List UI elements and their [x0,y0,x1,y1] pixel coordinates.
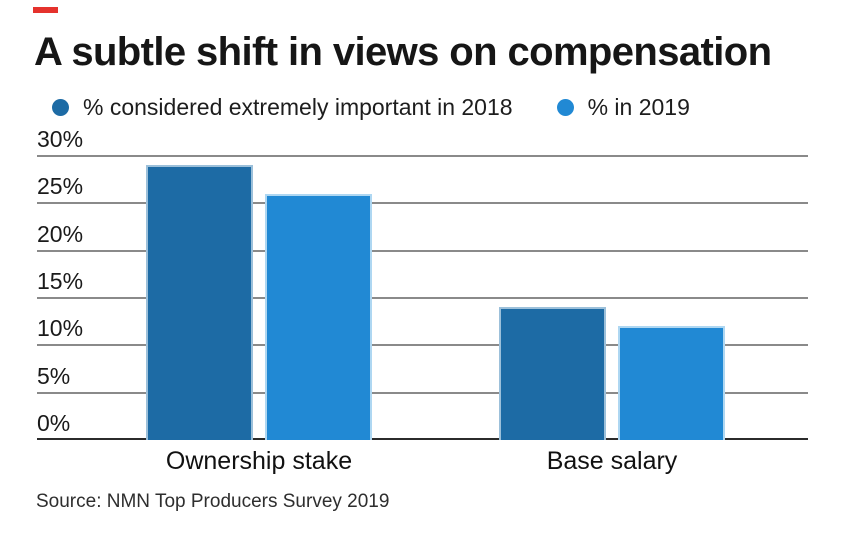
legend-dot-2019-icon [556,98,574,116]
brand-red-dash [33,7,58,13]
gridline-10 [37,344,808,347]
y-tick-label-20: 20% [37,220,84,247]
gridline-20 [37,249,808,252]
gridline-15 [37,297,808,299]
legend-item-2018: % considered extremely important in 2018 [52,94,513,121]
legend-dot-2018-icon [52,98,69,116]
gridline-25 [37,202,808,205]
gridline-5 [37,391,808,394]
source-note: Source: NMN Top Producers Survey 2019 [36,491,390,512]
y-tick-label-5: 5% [37,362,71,389]
legend-item-2019: % in 2019 [556,93,690,121]
y-tick-label-30: 30% [37,126,84,152]
gridline-0 [37,438,808,440]
bar-base-salary-series-1 [617,326,725,440]
category-label-base-salary: Base salary [546,447,678,475]
bar-ownership-stake-series-0 [145,165,253,440]
category-axis: Ownership stake Base salary [0,447,844,479]
legend-label-2019: % in 2019 [587,93,690,120]
chart-title: A subtle shift in views on compensation [34,30,772,74]
y-tick-label-25: 25% [37,173,84,200]
plot-area: 30% 25% 20% 15% 10% 5% 0% [37,128,808,440]
chart-legend: % considered extremely important in 2018… [52,93,690,121]
bar-ownership-stake-series-1 [264,193,372,440]
legend-label-2018: % considered extremely important in 2018 [83,93,513,120]
y-tick-label-10: 10% [37,315,84,342]
y-tick-label-0: 0% [37,410,71,436]
gridline-30 [37,155,808,157]
bar-base-salary-series-0 [498,307,606,440]
category-label-ownership-stake: Ownership stake [165,447,353,475]
y-tick-label-15: 15% [37,268,84,294]
